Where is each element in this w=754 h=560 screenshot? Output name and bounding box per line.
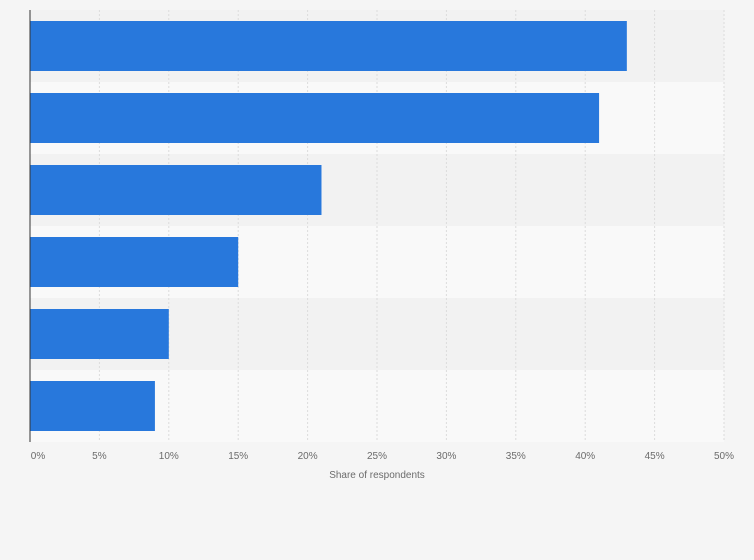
bar[interactable] — [30, 165, 322, 215]
bar[interactable] — [30, 309, 169, 359]
x-tick-label: 25% — [367, 451, 387, 462]
x-tick-label: 0% — [31, 451, 46, 462]
bar[interactable] — [30, 381, 155, 431]
x-tick-label: 40% — [575, 451, 595, 462]
bar[interactable] — [30, 237, 239, 287]
x-tick-label: 20% — [298, 451, 318, 462]
gridlines — [98, 10, 725, 442]
x-tick-label: 35% — [506, 451, 526, 462]
x-axis-ticks: 0% 5% 10% 15% 20% 25% 30% 35% 40% 45% 50% — [31, 451, 734, 462]
x-tick-label: 5% — [92, 451, 107, 462]
bars — [30, 21, 627, 431]
x-tick-label: 50% — [714, 451, 734, 462]
x-axis-title: Share of respondents — [329, 470, 425, 481]
x-tick-label: 15% — [228, 451, 248, 462]
x-tick-label: 10% — [159, 451, 179, 462]
bar[interactable] — [30, 21, 627, 71]
x-tick-label: 30% — [436, 451, 456, 462]
bar[interactable] — [30, 93, 600, 143]
x-tick-label: 45% — [645, 451, 665, 462]
